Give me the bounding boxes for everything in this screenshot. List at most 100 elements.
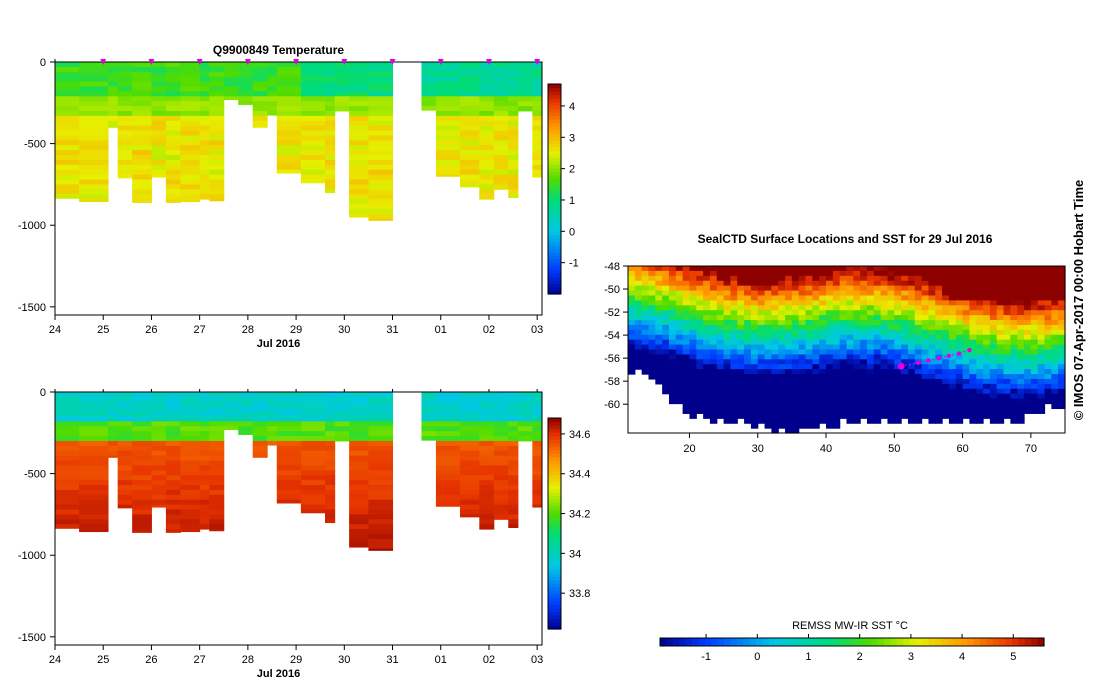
- data-cell: [209, 86, 225, 92]
- data-cell: [300, 475, 326, 481]
- sst-cell: [812, 354, 820, 360]
- data-cell: [349, 204, 369, 210]
- sst-cell: [880, 334, 889, 341]
- x-tick-label: 29: [290, 654, 302, 666]
- sst-cell: [983, 315, 991, 321]
- sst-cell: [764, 418, 772, 424]
- sst-cell: [785, 280, 793, 287]
- sst-cell: [764, 388, 772, 395]
- data-cell: [349, 426, 369, 432]
- data-cell: [151, 130, 167, 136]
- sst-cell: [887, 388, 895, 395]
- data-cell: [276, 106, 302, 112]
- sst-cell: [948, 344, 957, 351]
- sst-cell: [1030, 310, 1039, 316]
- sst-cell: [962, 403, 971, 410]
- sst-cell: [873, 315, 882, 321]
- sst-cell: [730, 295, 738, 301]
- sst-cell: [737, 290, 745, 297]
- sst-cell: [955, 413, 964, 419]
- data-cell: [532, 140, 543, 146]
- sst-cell: [826, 354, 834, 360]
- data-cell: [79, 115, 109, 122]
- sst-cell: [628, 290, 636, 297]
- data-cell: [151, 101, 167, 107]
- data-cell: [151, 411, 167, 417]
- data-cell: [460, 460, 480, 466]
- sst-cell: [668, 290, 677, 297]
- sst-cell: [1030, 359, 1039, 365]
- data-cell: [368, 135, 394, 141]
- data-cell: [132, 460, 152, 466]
- data-cell: [532, 436, 543, 442]
- sst-cell: [798, 320, 807, 326]
- data-cell: [368, 470, 394, 476]
- data-cell: [493, 489, 509, 496]
- data-cell: [349, 440, 369, 447]
- data-cell: [368, 480, 394, 486]
- sst-cell: [839, 334, 848, 341]
- data-cell: [479, 465, 495, 471]
- sst-cell: [935, 329, 943, 336]
- data-cell: [252, 96, 268, 102]
- sst-cell: [791, 285, 800, 292]
- sst-cell: [648, 359, 656, 365]
- sst-cell: [955, 290, 964, 297]
- sst-cell: [819, 324, 827, 331]
- sst-cell: [907, 374, 916, 380]
- sst-cell: [723, 359, 732, 365]
- sst-cell: [955, 408, 964, 414]
- data-cell: [460, 106, 480, 112]
- data-cell: [532, 174, 543, 178]
- data-cell: [349, 115, 369, 122]
- data-cell: [252, 416, 268, 422]
- data-cell: [199, 96, 210, 102]
- data-cell: [209, 431, 225, 437]
- sst-cell: [655, 324, 663, 331]
- sst-cell: [955, 378, 964, 385]
- sst-cell: [1017, 408, 1025, 414]
- sst-cell: [785, 310, 793, 316]
- sst-cell: [662, 285, 670, 292]
- data-cell: [79, 145, 109, 151]
- sst-cell: [880, 369, 889, 375]
- data-cell: [349, 504, 369, 511]
- sst-cell: [976, 344, 984, 351]
- surface-marker: [100, 59, 107, 65]
- data-cell: [180, 81, 201, 87]
- sst-cell: [744, 310, 752, 316]
- data-cell: [325, 416, 336, 422]
- data-cell: [238, 426, 254, 432]
- sst-cell: [1058, 388, 1066, 395]
- x-tick-label: 25: [97, 324, 109, 336]
- colorbar-cell: [711, 638, 719, 646]
- sst-cell: [771, 329, 779, 336]
- data-cell: [151, 494, 167, 501]
- sst-cell: [750, 275, 759, 282]
- data-cell: [517, 62, 533, 68]
- sst-cell: [846, 349, 854, 356]
- sst-cell: [757, 354, 766, 360]
- sst-cell: [894, 383, 902, 390]
- sst-cell: [1037, 280, 1046, 287]
- data-cell: [132, 504, 152, 511]
- sst-cell: [935, 403, 943, 410]
- sst-cell: [737, 408, 745, 414]
- sst-cell: [901, 300, 909, 306]
- data-cell: [108, 396, 119, 403]
- data-cell: [209, 406, 225, 413]
- sst-cell: [709, 270, 718, 277]
- sst-cell: [1030, 329, 1039, 336]
- colorbar-cell: [548, 562, 561, 567]
- sst-cell: [737, 369, 745, 375]
- sst-cell: [962, 305, 971, 311]
- data-cell: [55, 440, 80, 447]
- sst-cell: [778, 266, 786, 272]
- data-cell: [165, 66, 181, 73]
- sst-cell: [730, 354, 738, 360]
- sst-cell: [648, 320, 656, 326]
- data-cell: [199, 71, 210, 78]
- data-cell: [349, 514, 369, 520]
- data-cell: [151, 96, 167, 102]
- sst-cell: [846, 310, 854, 316]
